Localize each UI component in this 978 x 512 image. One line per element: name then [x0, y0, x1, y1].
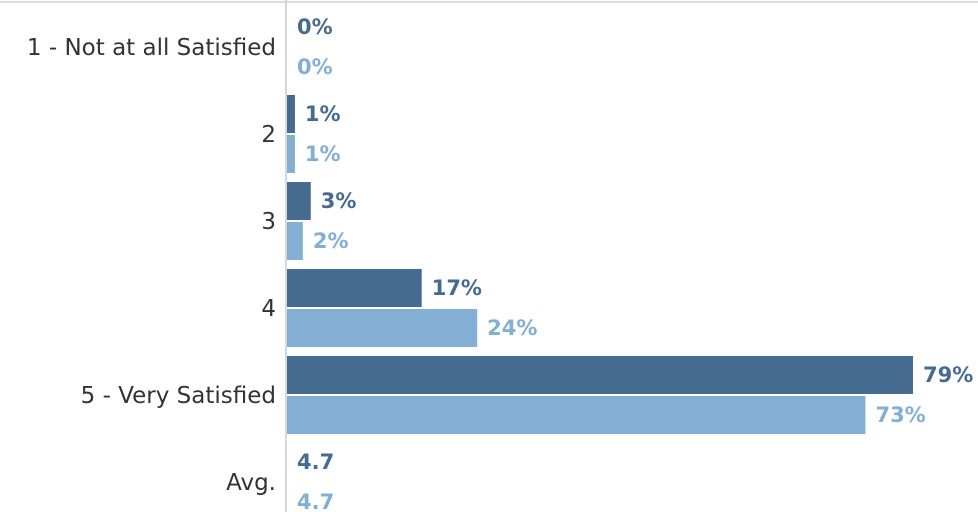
bars [287, 95, 913, 434]
category-label: 4 [261, 296, 276, 322]
value-label-series-2: 24% [487, 316, 537, 340]
bar-series-1 [287, 95, 295, 133]
value-label-series-2: 73% [875, 403, 925, 427]
value-label-series-1: 17% [432, 276, 482, 300]
category-label: 5 - Very Satisfied [81, 383, 276, 409]
category-label: 3 [261, 209, 276, 235]
value-label-series-2: 0% [297, 55, 333, 79]
category-label: 1 - Not at all Satisfied [27, 35, 276, 61]
bar-series-2 [287, 222, 303, 260]
value-label-series-1: 4.7 [297, 450, 334, 474]
value-label-series-2: 1% [305, 142, 341, 166]
value-label-series-1: 79% [923, 363, 973, 387]
bar-series-2 [287, 309, 478, 347]
bar-series-2 [287, 396, 866, 434]
bar-series-1 [287, 356, 913, 394]
value-labels: 0% 0% 1% 1% 3% 2% 17%24% 79% 73% 4.7 4.7 [297, 15, 973, 512]
bar-series-1 [287, 269, 422, 307]
value-label-series-2: 4.7 [297, 490, 334, 512]
value-label-series-1: 3% [321, 189, 357, 213]
bar-series-1 [287, 182, 311, 220]
category-labels: 1 - Not at all Satisfied 2 3 4 5 - Very Sati… [27, 35, 276, 496]
value-label-series-1: 0% [297, 15, 333, 39]
category-label: 2 [261, 122, 276, 148]
value-label-series-1: 1% [305, 102, 341, 126]
bar-series-2 [287, 135, 295, 173]
category-label: Avg. [226, 470, 276, 496]
value-label-series-2: 2% [313, 229, 349, 253]
